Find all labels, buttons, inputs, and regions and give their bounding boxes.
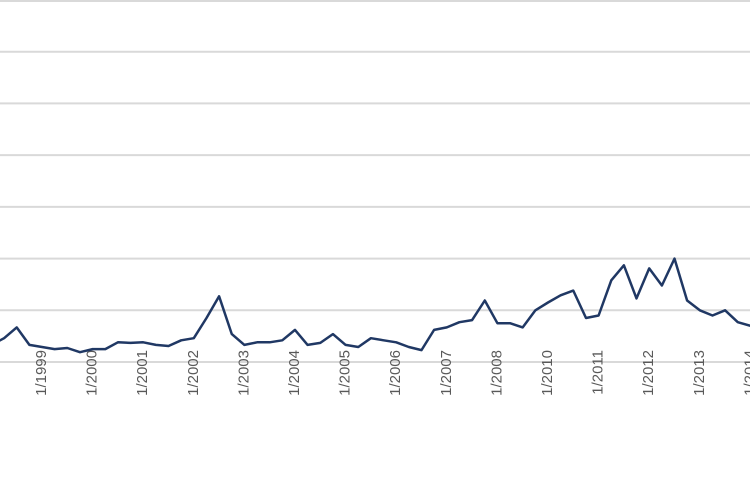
line-series bbox=[0, 257, 750, 354]
x-tick-label: 1/2004 bbox=[286, 350, 303, 396]
x-tick-label: 1/2013 bbox=[691, 350, 708, 396]
x-tick-label: 1/2014 bbox=[741, 350, 750, 396]
x-tick-label: 1/2005 bbox=[337, 350, 354, 396]
x-tick-label: 1/2011 bbox=[590, 350, 607, 395]
x-tick-label: 1/2012 bbox=[640, 350, 657, 396]
x-tick-label: 1/2008 bbox=[488, 350, 505, 396]
x-tick-label: 1/2003 bbox=[235, 350, 252, 396]
x-tick-label: 1/2010 bbox=[539, 350, 556, 396]
x-tick-label: 1/1999 bbox=[33, 350, 50, 396]
x-tick-label: 1/2000 bbox=[84, 350, 101, 396]
x-tick-label: 1/2006 bbox=[387, 350, 404, 396]
x-tick-label: 1/2002 bbox=[185, 350, 202, 396]
x-tick-label: 1/2001 bbox=[134, 350, 151, 396]
x-tick-label: 1/2007 bbox=[438, 350, 455, 396]
